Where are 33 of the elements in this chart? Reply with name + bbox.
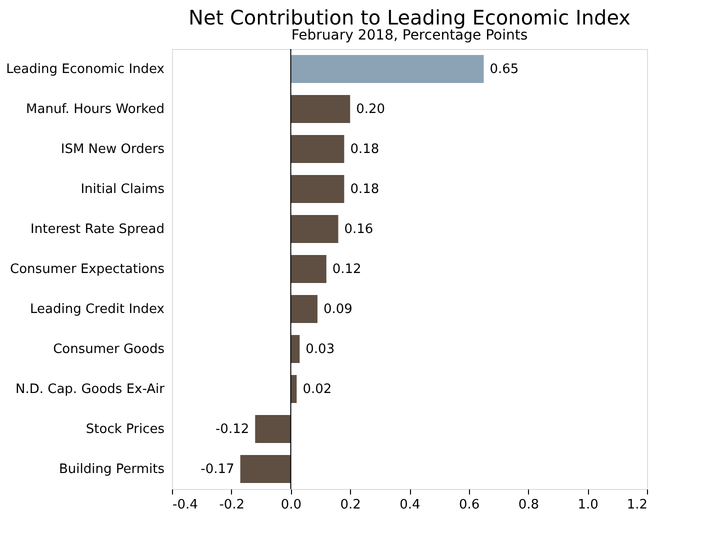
data-label: 0.65 — [490, 62, 519, 77]
data-label: -0.17 — [200, 462, 234, 477]
y-tick-label: Leading Economic Index — [6, 62, 165, 77]
y-tick-label: Interest Rate Spread — [30, 222, 164, 237]
data-label: 0.03 — [306, 342, 335, 357]
data-label: 0.18 — [350, 142, 380, 157]
x-tick-label: 0.4 — [400, 498, 420, 512]
y-tick-label: ISM New Orders — [60, 142, 165, 157]
data-label: 0.20 — [356, 102, 386, 117]
data-label: 0.18 — [350, 182, 380, 197]
data-label: 0.09 — [323, 302, 352, 317]
y-tick-label: N.D. Cap. Goods Ex-Air — [16, 382, 166, 397]
y-tick-label: Consumer Goods — [53, 342, 165, 357]
y-tick-label: Consumer Expectations — [10, 262, 165, 277]
data-label: 0.02 — [302, 382, 332, 397]
x-tick-label: -0.2 — [219, 498, 245, 512]
x-tick-label: 1.2 — [626, 498, 648, 512]
data-label: 0.12 — [332, 262, 362, 277]
data-label: -0.12 — [215, 422, 250, 437]
chart-title: Net Contribution to Leading Economic Index — [188, 6, 631, 30]
x-tick-label: 0.6 — [459, 498, 480, 512]
y-tick-label: Stock Prices — [86, 422, 165, 437]
y-tick-label: Initial Claims — [80, 182, 165, 197]
y-tick-label: Manuf. Hours Worked — [26, 102, 164, 117]
x-tick-label: 0.2 — [340, 498, 361, 512]
x-tick-label: 0.8 — [518, 498, 540, 512]
chart-subtitle: February 2018, Percentage Points — [291, 28, 528, 44]
y-tick-label: Building Permits — [58, 462, 165, 477]
data-label: 0.16 — [344, 222, 374, 237]
x-tick-label: 0.0 — [280, 498, 302, 512]
x-tick-label: 1.0 — [578, 498, 598, 512]
x-tick-label: -0.4 — [172, 498, 198, 512]
y-tick-label: Leading Credit Index — [30, 302, 165, 317]
